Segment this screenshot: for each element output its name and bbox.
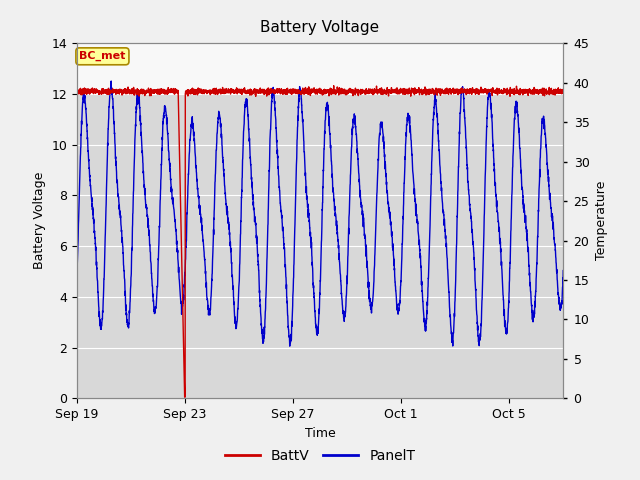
X-axis label: Time: Time [305, 427, 335, 440]
Legend: BattV, PanelT: BattV, PanelT [220, 443, 420, 468]
Y-axis label: Battery Voltage: Battery Voltage [33, 172, 45, 269]
Y-axis label: Temperature: Temperature [595, 181, 608, 261]
Title: Battery Voltage: Battery Voltage [260, 20, 380, 35]
Bar [77, 43, 563, 94]
Text: BC_met: BC_met [79, 51, 125, 61]
